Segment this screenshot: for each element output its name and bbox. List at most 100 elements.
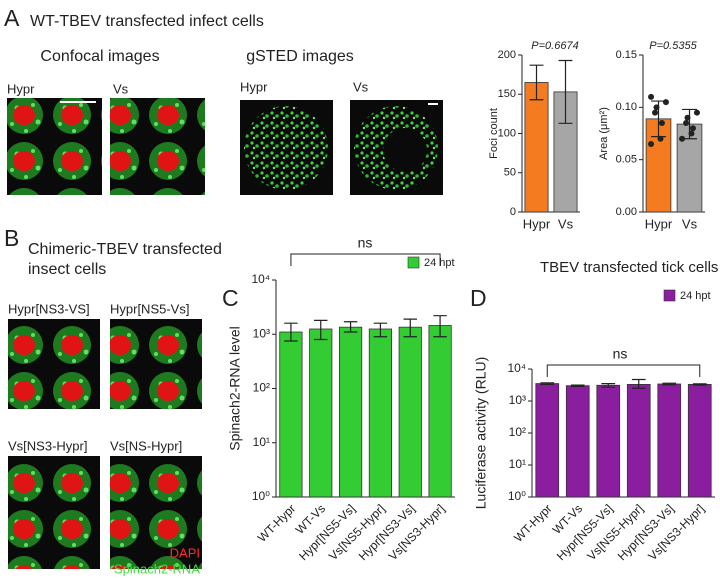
legend-swatch bbox=[663, 289, 676, 302]
y-tick-label: 10³ bbox=[509, 393, 526, 407]
legend-swatch bbox=[407, 256, 420, 269]
micrograph bbox=[8, 319, 100, 409]
error-bar bbox=[529, 64, 544, 101]
y-tick-label: 50 bbox=[504, 167, 516, 179]
error-bar bbox=[284, 322, 298, 342]
y-axis-label: Spinach2-RNA level bbox=[227, 326, 243, 451]
image-label: Vs[NS3-Hypr] bbox=[8, 438, 87, 453]
x-tick-label: WT-Hypr bbox=[255, 501, 298, 544]
chart-title: TBEV transfected tick cells bbox=[540, 259, 718, 276]
significance-bracket bbox=[546, 364, 701, 377]
error-bar bbox=[631, 378, 646, 389]
micrograph bbox=[7, 98, 102, 195]
micrograph bbox=[8, 456, 100, 569]
data-point bbox=[648, 140, 655, 147]
error-bar bbox=[570, 384, 585, 388]
bar bbox=[645, 118, 672, 213]
data-point bbox=[653, 104, 660, 111]
stain-label: DAPI bbox=[170, 545, 200, 560]
annotation: ns bbox=[613, 346, 628, 362]
annotation: P=0.5355 bbox=[649, 40, 697, 52]
y-tick-label: 200 bbox=[498, 49, 516, 61]
image-label: Vs[NS-Hypr] bbox=[110, 438, 182, 453]
y-tick-label: 0 bbox=[510, 206, 516, 218]
panel-title: insect cells bbox=[28, 261, 106, 278]
data-point bbox=[688, 130, 695, 137]
panel-label: C bbox=[222, 285, 239, 311]
image-label: Hypr[NS3-VS] bbox=[8, 301, 90, 316]
y-tick-label: 10⁴ bbox=[251, 272, 270, 286]
y-axis-label: Foci count bbox=[488, 108, 500, 159]
panel-label: A bbox=[4, 5, 20, 31]
bar bbox=[626, 384, 651, 498]
y-tick-label: 0.00 bbox=[616, 206, 637, 218]
x-tick-label: Hypr bbox=[645, 216, 673, 231]
data-point bbox=[693, 109, 700, 116]
y-tick-label: 0.15 bbox=[616, 49, 637, 61]
y-tick-label: 10³ bbox=[253, 326, 270, 340]
error-bar bbox=[662, 382, 677, 386]
error-bar bbox=[540, 382, 555, 386]
data-point bbox=[662, 99, 669, 106]
x-tick-label: Hypr bbox=[523, 216, 551, 231]
legend-label: 24 hpt bbox=[424, 257, 455, 269]
y-tick-label: 10⁰ bbox=[252, 489, 270, 503]
image-label: Hypr bbox=[240, 79, 268, 94]
panel-title: WT-TBEV transfected infect cells bbox=[30, 13, 264, 30]
y-tick-label: 10¹ bbox=[253, 435, 270, 449]
error-bar bbox=[692, 383, 707, 386]
error-bar bbox=[314, 319, 328, 341]
error-bar bbox=[433, 315, 447, 338]
y-axis-label: Area (μm²) bbox=[598, 107, 610, 160]
data-point bbox=[683, 120, 690, 127]
micrograph bbox=[110, 456, 202, 569]
significance-bracket bbox=[290, 253, 441, 266]
y-tick-label: 10¹ bbox=[509, 457, 526, 471]
bar bbox=[565, 385, 590, 498]
image-label: Vs bbox=[353, 79, 369, 94]
y-tick-label: 0.05 bbox=[616, 154, 637, 166]
panel-title: Chimeric-TBEV transfected bbox=[28, 241, 222, 258]
error-bar bbox=[601, 382, 616, 388]
image-label: Hypr bbox=[7, 81, 35, 96]
data-point bbox=[658, 120, 665, 127]
bar bbox=[279, 331, 303, 498]
y-tick-label: 0.10 bbox=[616, 101, 637, 113]
y-tick-label: 10² bbox=[509, 425, 526, 439]
legend-label: 24 hpt bbox=[680, 290, 711, 302]
y-tick-label: 100 bbox=[498, 127, 516, 139]
image-label: Hypr[NS5-Vs] bbox=[110, 301, 189, 316]
micrograph-cell bbox=[244, 106, 328, 190]
error-bar bbox=[558, 59, 573, 124]
section-title: Confocal images bbox=[40, 48, 159, 65]
bar bbox=[657, 383, 682, 498]
bar bbox=[535, 383, 560, 498]
x-tick-label: Vs bbox=[558, 216, 574, 231]
error-bar bbox=[343, 321, 358, 333]
panel-label: D bbox=[470, 285, 487, 311]
error-bar bbox=[403, 318, 417, 338]
bar bbox=[596, 384, 621, 498]
bar bbox=[398, 326, 422, 498]
annotation: ns bbox=[358, 235, 373, 251]
y-tick-label: 10⁰ bbox=[508, 489, 526, 503]
micrograph-nucleus bbox=[383, 128, 427, 172]
stain-label: Spinach2-RNA bbox=[114, 561, 200, 576]
data-point bbox=[689, 125, 696, 132]
bar bbox=[368, 328, 393, 498]
data-point bbox=[684, 114, 691, 121]
y-tick-label: 10² bbox=[253, 381, 270, 395]
y-tick-label: 150 bbox=[498, 88, 516, 100]
data-point bbox=[679, 135, 686, 142]
x-tick-label: WT-Hypr bbox=[511, 501, 554, 544]
section-title: gSTED images bbox=[246, 48, 354, 65]
bar bbox=[687, 384, 712, 498]
micrograph bbox=[110, 98, 205, 195]
y-tick-label: 10⁴ bbox=[507, 361, 526, 375]
bar bbox=[428, 325, 452, 498]
bar bbox=[524, 82, 549, 213]
micrograph bbox=[110, 319, 202, 409]
panel-label: B bbox=[4, 225, 19, 251]
image-label: Vs bbox=[113, 81, 129, 96]
